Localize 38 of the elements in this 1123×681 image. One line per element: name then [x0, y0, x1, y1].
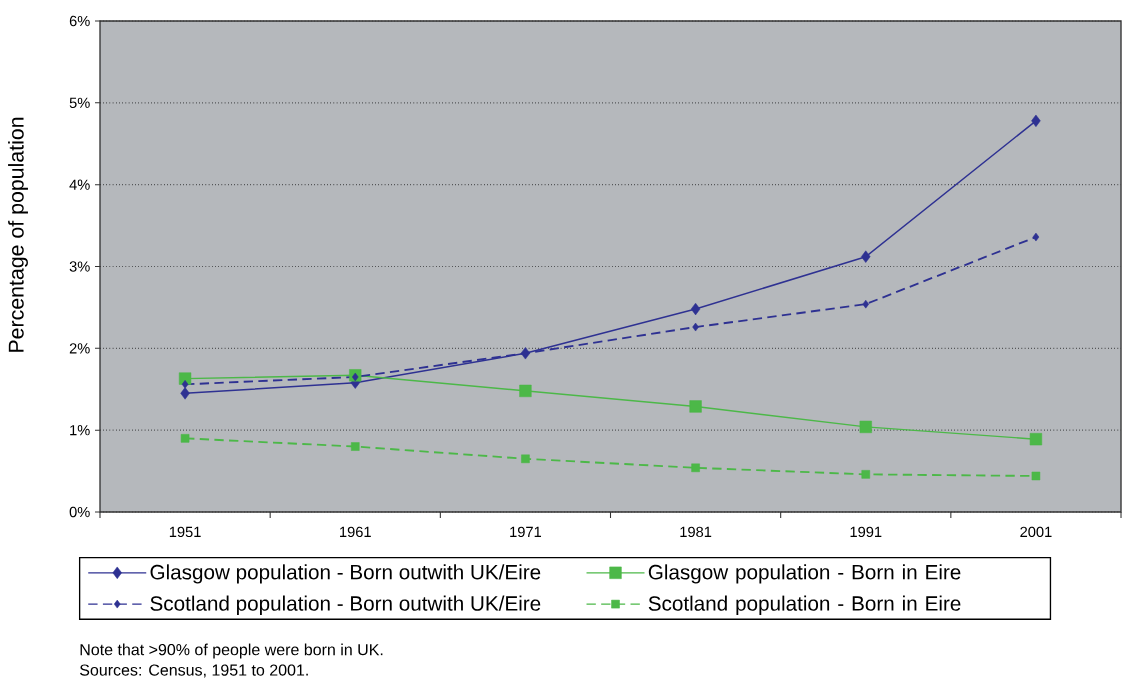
point: [862, 299, 870, 309]
point: [691, 463, 700, 473]
point: [181, 380, 189, 389]
legend-label: Scotland population - Born outwith UK/Eire: [150, 595, 541, 615]
point: [859, 420, 872, 434]
point: [692, 322, 699, 332]
point: [861, 250, 871, 263]
point: [1029, 433, 1043, 446]
point: [1032, 232, 1040, 242]
y-tick-label: 4%: [69, 179, 90, 190]
y-tick-label: 2%: [69, 343, 90, 354]
x-tick-label: 1961: [340, 526, 371, 538]
point: [689, 400, 702, 413]
point: [1031, 114, 1041, 127]
y-tick-label: 0%: [69, 506, 90, 518]
y-tick-label: 1%: [70, 425, 90, 436]
y-tick-label: 6%: [69, 15, 90, 27]
legend-label: Glasgow population - Born outwith UK/Eire: [150, 564, 541, 584]
legend-label: Glasgow population - Born in Eire: [648, 564, 961, 584]
y-tick-label: 5%: [69, 97, 90, 108]
x-tick-label: 1981: [680, 526, 712, 538]
x-tick-label: 1971: [510, 526, 542, 538]
y-axis-title: Percentage of population: [8, 117, 28, 352]
point: [180, 434, 190, 443]
x-tick-label: 1991: [850, 526, 882, 538]
point: [521, 454, 530, 464]
source-note: Sources: Census, 1951 to 2001.: [80, 664, 308, 678]
point: [861, 470, 871, 479]
point: [1031, 471, 1041, 481]
x-tick-label: 1951: [169, 526, 201, 538]
point: [350, 442, 360, 451]
x-tick-label: 2001: [1020, 526, 1052, 538]
point: [519, 384, 532, 398]
legend-label: Scotland population - Born in Eire: [648, 595, 961, 615]
point: [180, 387, 190, 400]
text: Note that >90% of people were born in UK.: [80, 643, 383, 659]
y-tick-label: 3%: [69, 261, 90, 272]
point: [690, 302, 701, 316]
